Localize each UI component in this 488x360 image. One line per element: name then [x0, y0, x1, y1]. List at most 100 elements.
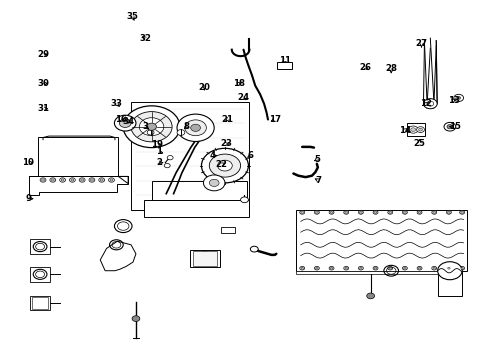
- Circle shape: [79, 178, 85, 182]
- Circle shape: [344, 211, 346, 213]
- Circle shape: [417, 267, 420, 269]
- Text: 4: 4: [209, 151, 215, 160]
- Circle shape: [387, 211, 392, 214]
- Circle shape: [437, 262, 461, 280]
- Text: 11: 11: [278, 56, 290, 65]
- Circle shape: [190, 124, 200, 131]
- Text: 25: 25: [413, 139, 425, 148]
- Circle shape: [417, 211, 420, 213]
- Circle shape: [453, 94, 463, 102]
- Circle shape: [328, 266, 333, 270]
- Circle shape: [110, 179, 113, 181]
- Circle shape: [359, 267, 361, 269]
- Text: 28: 28: [385, 64, 396, 73]
- Bar: [32, 297, 48, 309]
- Circle shape: [139, 118, 163, 136]
- Polygon shape: [131, 102, 249, 210]
- Bar: [221, 227, 234, 233]
- Circle shape: [41, 179, 44, 181]
- Text: 34: 34: [122, 117, 134, 126]
- Circle shape: [81, 179, 83, 181]
- Text: 10: 10: [22, 158, 34, 167]
- Polygon shape: [151, 181, 246, 200]
- Polygon shape: [295, 210, 466, 271]
- Circle shape: [402, 211, 407, 214]
- Circle shape: [123, 106, 180, 148]
- Circle shape: [416, 211, 421, 214]
- Circle shape: [459, 266, 464, 270]
- Circle shape: [374, 211, 376, 213]
- Circle shape: [167, 156, 173, 160]
- Bar: [193, 251, 216, 266]
- Polygon shape: [295, 271, 437, 274]
- Bar: [30, 239, 50, 254]
- Circle shape: [402, 266, 407, 270]
- Circle shape: [443, 122, 455, 131]
- Text: 12: 12: [420, 99, 431, 108]
- Circle shape: [447, 267, 449, 269]
- Text: 21: 21: [221, 115, 233, 124]
- Text: 3: 3: [142, 122, 148, 131]
- Text: 15: 15: [448, 122, 460, 131]
- Circle shape: [330, 211, 332, 213]
- Circle shape: [460, 267, 462, 269]
- Circle shape: [146, 123, 156, 130]
- Circle shape: [447, 211, 449, 213]
- Circle shape: [446, 125, 452, 129]
- Circle shape: [374, 267, 376, 269]
- Text: 24: 24: [237, 94, 248, 102]
- Circle shape: [114, 115, 136, 131]
- Circle shape: [184, 120, 206, 136]
- Circle shape: [131, 112, 172, 142]
- Circle shape: [416, 266, 421, 270]
- Circle shape: [147, 130, 154, 135]
- Text: 14: 14: [398, 126, 410, 135]
- Circle shape: [328, 211, 333, 214]
- Circle shape: [209, 154, 240, 177]
- Circle shape: [456, 96, 460, 99]
- Text: 5: 5: [313, 154, 319, 163]
- Text: 33: 33: [110, 99, 122, 108]
- Circle shape: [51, 179, 54, 181]
- Circle shape: [388, 211, 391, 213]
- Circle shape: [299, 266, 304, 270]
- Circle shape: [446, 211, 450, 214]
- Text: 27: 27: [415, 40, 427, 49]
- Circle shape: [315, 211, 318, 213]
- Text: 23: 23: [220, 139, 231, 148]
- Text: 19: 19: [151, 140, 163, 149]
- Circle shape: [446, 266, 450, 270]
- Circle shape: [330, 267, 332, 269]
- Circle shape: [403, 267, 405, 269]
- Text: 16: 16: [115, 115, 127, 124]
- Circle shape: [432, 211, 435, 213]
- Bar: [30, 267, 50, 282]
- Circle shape: [315, 267, 318, 269]
- Circle shape: [388, 267, 391, 269]
- Circle shape: [460, 211, 462, 213]
- Polygon shape: [406, 123, 425, 136]
- Circle shape: [459, 211, 464, 214]
- Circle shape: [100, 179, 103, 181]
- Circle shape: [240, 197, 248, 203]
- Circle shape: [61, 179, 64, 181]
- Circle shape: [89, 178, 95, 182]
- Text: 31: 31: [37, 104, 49, 113]
- Circle shape: [99, 178, 104, 182]
- Circle shape: [217, 160, 232, 171]
- Circle shape: [299, 211, 304, 214]
- Circle shape: [418, 128, 422, 131]
- Circle shape: [40, 178, 46, 182]
- Circle shape: [250, 246, 258, 252]
- Circle shape: [71, 179, 74, 181]
- Text: 2: 2: [156, 158, 162, 167]
- Circle shape: [177, 130, 184, 135]
- Circle shape: [403, 211, 405, 213]
- Circle shape: [314, 266, 319, 270]
- Text: 17: 17: [268, 115, 280, 124]
- Polygon shape: [437, 271, 461, 296]
- Polygon shape: [100, 241, 136, 271]
- Text: 26: 26: [359, 63, 371, 72]
- Circle shape: [423, 99, 436, 109]
- Circle shape: [366, 293, 374, 299]
